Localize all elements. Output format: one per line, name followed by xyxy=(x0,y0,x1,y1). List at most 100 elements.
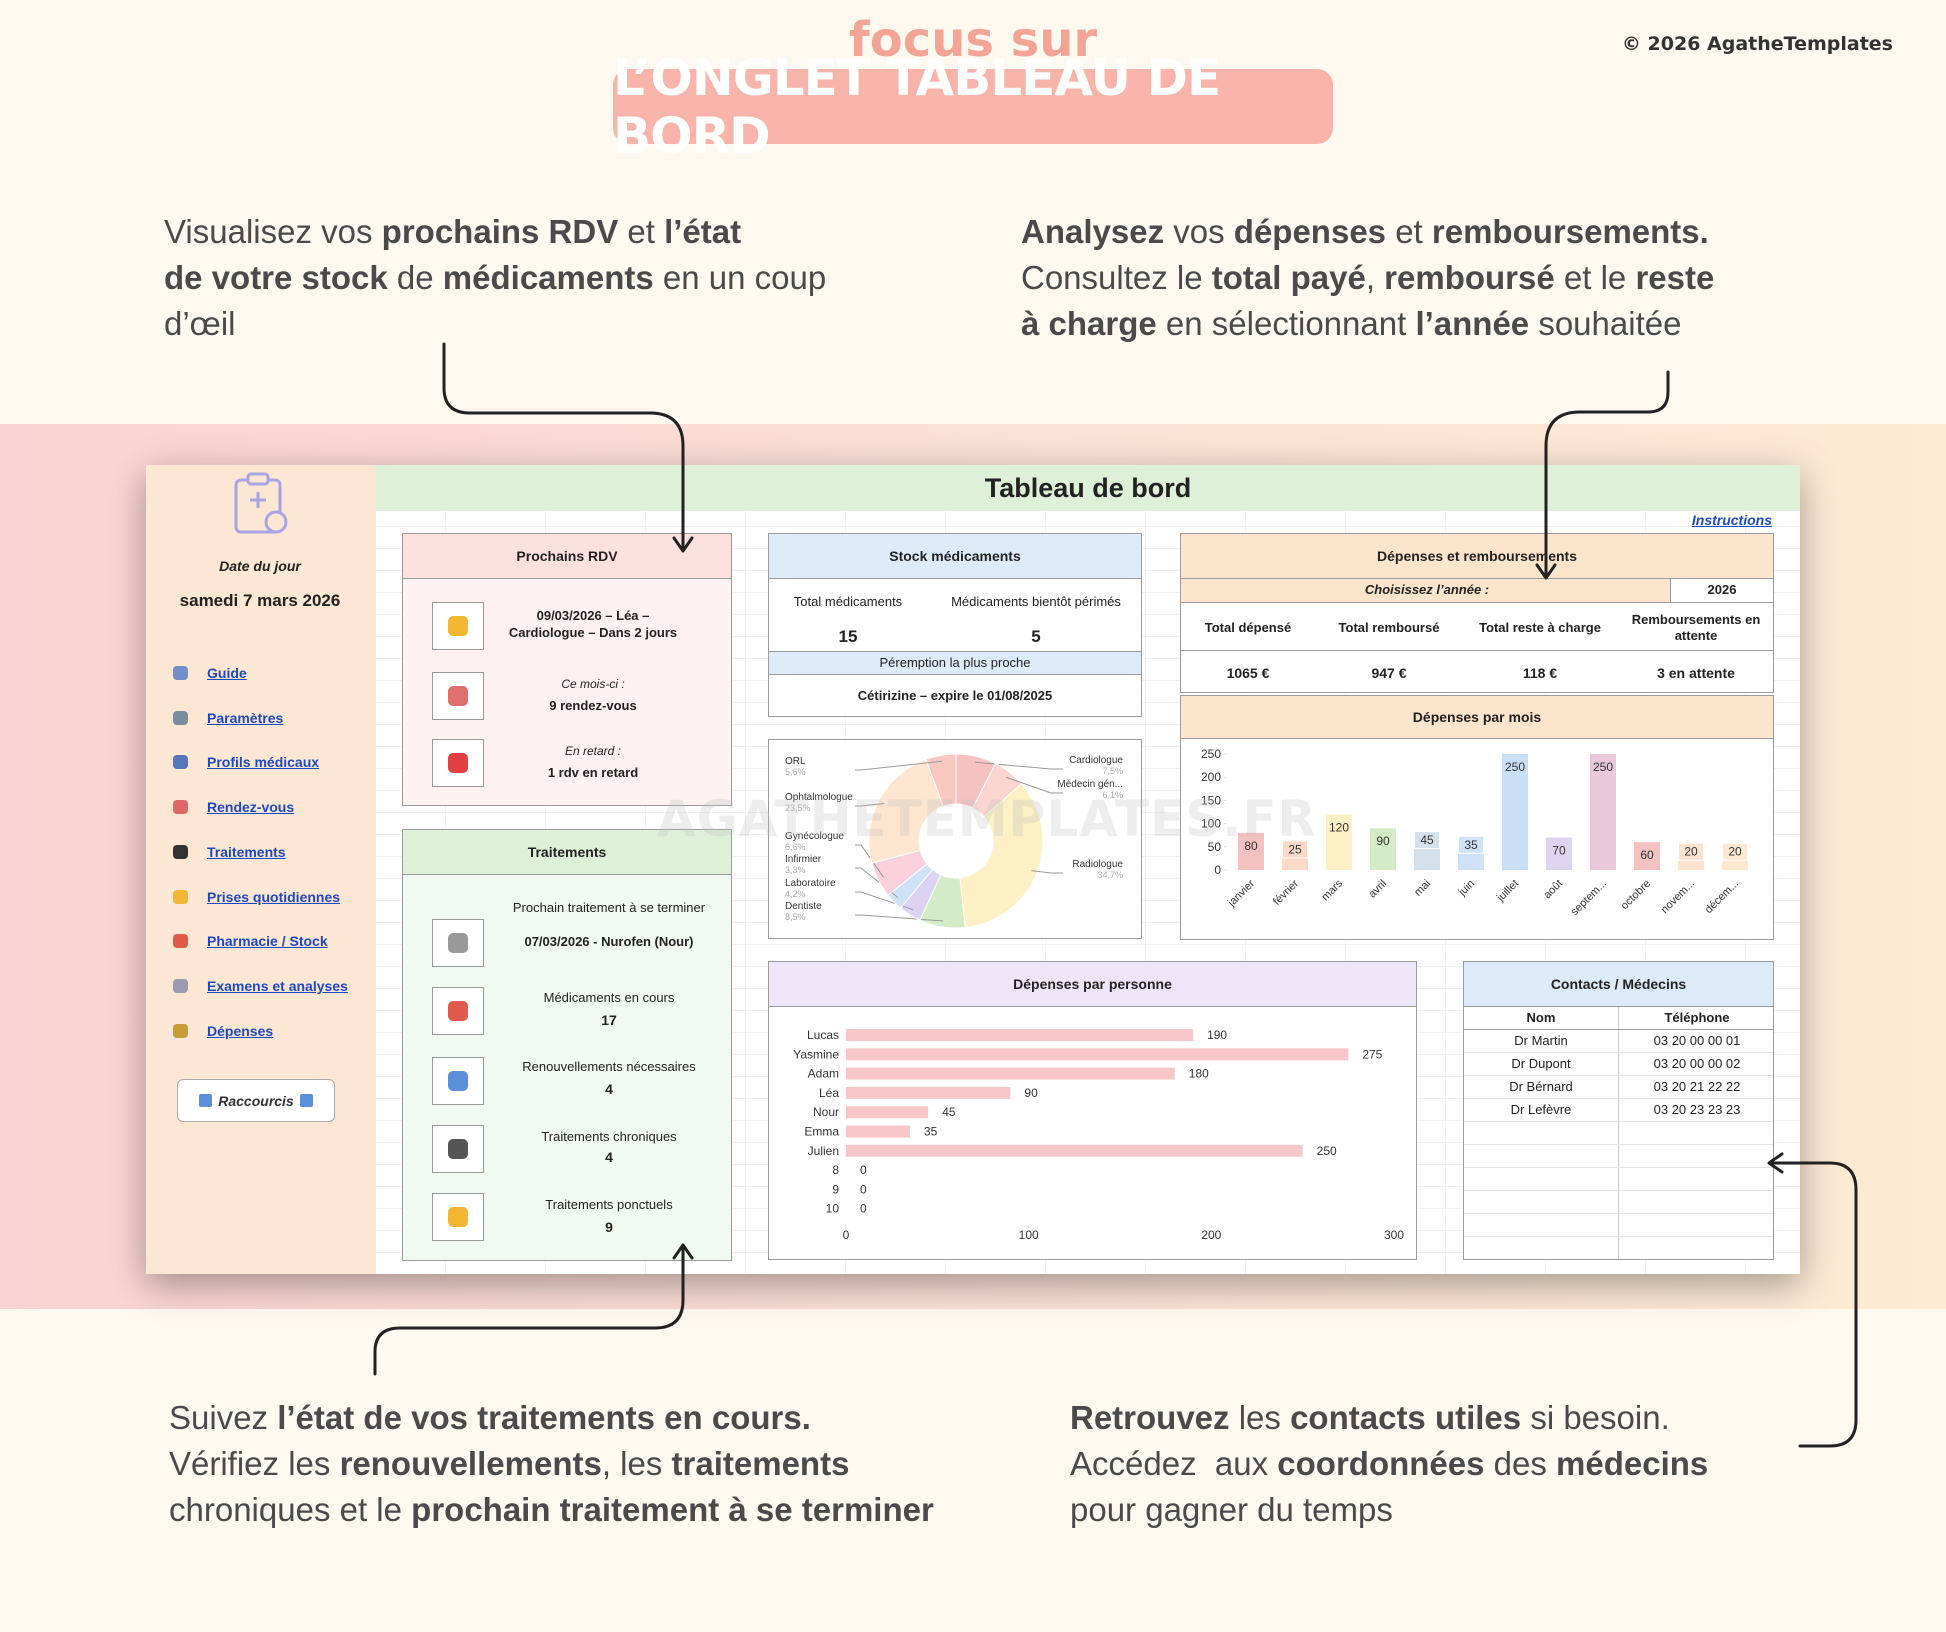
bar xyxy=(846,1144,1303,1157)
nav-link[interactable]: Dépenses xyxy=(207,1022,274,1039)
y-tick-label: Yasmine xyxy=(793,1047,839,1061)
bar xyxy=(1282,858,1308,870)
arrow-icon xyxy=(199,1094,213,1107)
treatment-stat-label: Traitements chroniques xyxy=(541,1129,677,1144)
year-select[interactable]: 2026 xyxy=(1670,579,1773,602)
nav-link[interactable]: Paramètres xyxy=(207,709,284,726)
nav-icon xyxy=(173,978,188,993)
nav-icon xyxy=(173,934,188,949)
column-header: Nom xyxy=(1526,1010,1556,1025)
row-line xyxy=(1464,1167,1773,1168)
icon-box xyxy=(432,1057,484,1105)
bar xyxy=(1722,860,1748,870)
callout-text: dépenses xyxy=(1233,213,1387,250)
watermark: AGATHETEMPLATES.FR xyxy=(657,790,1317,848)
value-label: 0 xyxy=(860,1202,867,1216)
treatments-panel-header: Traitements xyxy=(403,830,731,875)
y-tick-label: 150 xyxy=(1201,793,1221,807)
value-label: 120 xyxy=(1329,820,1349,834)
year-row: Choisissez l’année : 2026 xyxy=(1181,579,1773,603)
logo xyxy=(234,472,288,534)
value-label: 190 xyxy=(1207,1028,1227,1042)
donut-slice xyxy=(959,783,1044,929)
icon xyxy=(448,1139,468,1159)
contacts-panel-header: Contacts / Médecins xyxy=(1464,962,1773,1007)
callout-text: Analysez xyxy=(1021,213,1165,250)
callout-line: Analysez vos dépenses et remboursements. xyxy=(1021,209,1714,255)
nav-link[interactable]: Prises quotidiennes xyxy=(207,888,341,905)
contact-cell: 03 20 23 23 23 xyxy=(1653,1102,1741,1117)
shortcut-button[interactable]: Raccourcis xyxy=(177,1079,335,1122)
callout: Visualisez vos prochains RDV et l’état de… xyxy=(164,209,826,347)
value-label: 90 xyxy=(1024,1086,1038,1100)
row-line xyxy=(1464,1213,1773,1214)
icon-box xyxy=(432,987,484,1035)
callout-text: reste xyxy=(1635,259,1715,296)
callout-text: coordonnées xyxy=(1277,1445,1485,1482)
callout-text: remboursé xyxy=(1384,259,1555,296)
callout-text: chroniques et le xyxy=(169,1491,412,1528)
callout-text: total payé xyxy=(1211,259,1366,296)
appointment-label: Ce mois-ci : xyxy=(561,677,625,691)
nav-link[interactable]: Profils médicaux xyxy=(207,754,320,771)
treatment-stat-value: 4 xyxy=(605,1149,613,1165)
next-treatment-label: Prochain traitement à se terminer xyxy=(512,900,706,915)
bar xyxy=(1678,860,1704,870)
callout-text: à charge xyxy=(1021,305,1157,342)
callout: Retrouvez les contacts utiles si besoin.… xyxy=(1070,1395,1708,1533)
expiry-bar: Péremption la plus proche xyxy=(769,651,1141,675)
arrow xyxy=(442,342,685,552)
callout-text: Visualisez vos xyxy=(164,213,382,250)
arrow xyxy=(1768,1161,1858,1448)
y-tick-label: 250 xyxy=(1201,747,1221,761)
callout-text: et xyxy=(1386,213,1432,250)
value-label-bg xyxy=(1459,836,1483,853)
nav-icon xyxy=(173,800,188,815)
slice-label: ORL xyxy=(785,756,806,767)
y-tick-label: 50 xyxy=(1208,840,1222,854)
x-tick-label: 100 xyxy=(1019,1228,1039,1242)
callout-text: renouvellements xyxy=(339,1445,602,1482)
value-label-bg xyxy=(1371,833,1395,850)
callout-text: Suivez xyxy=(169,1399,278,1436)
row-line xyxy=(1464,1236,1773,1237)
donut-slice xyxy=(925,753,957,807)
icon xyxy=(448,686,468,706)
icon-box xyxy=(432,1125,484,1173)
slice-value-label: 3,3% xyxy=(785,865,806,875)
instructions-link[interactable]: Instructions xyxy=(1691,512,1772,528)
logo-clip xyxy=(246,472,270,486)
value-label: 20 xyxy=(1684,845,1698,859)
contact-cell: Dr Lefèvre xyxy=(1510,1102,1572,1117)
bar xyxy=(846,1048,1349,1061)
callout-text: l’année xyxy=(1415,305,1530,342)
nav-link[interactable]: Rendez-vous xyxy=(207,799,295,816)
contacts-panel: Contacts / Médecins Nom Téléphone Dr Martin… xyxy=(1463,961,1774,1260)
kicker: focus sur xyxy=(848,12,1098,68)
value-label: 45 xyxy=(1420,833,1434,847)
callout-line: chroniques et le prochain traitement à s… xyxy=(169,1487,934,1533)
callout-text: de votre stock xyxy=(164,259,388,296)
icon xyxy=(448,1207,468,1227)
nav-link[interactable]: Examens et analyses xyxy=(207,977,348,994)
callout-line: Accédez aux coordonnées des médecins xyxy=(1070,1441,1708,1487)
value-label: 70 xyxy=(1552,844,1566,858)
nav-link[interactable]: Pharmacie / Stock xyxy=(207,933,328,950)
row-line xyxy=(1464,1029,1773,1030)
nav-icon xyxy=(173,755,188,770)
y-tick-label: 100 xyxy=(1201,817,1221,831)
callout-text: souhaitée xyxy=(1529,305,1682,342)
callout-text: prochains RDV xyxy=(381,213,619,250)
nav-link[interactable]: Guide xyxy=(207,665,247,681)
y-tick-label: Adam xyxy=(808,1067,839,1081)
callout-text: médicaments xyxy=(442,259,654,296)
next-treatment: 07/03/2026 - Nurofen (Nour) xyxy=(524,934,694,949)
callout-text: , les xyxy=(601,1445,672,1482)
callout: Analysez vos dépenses et remboursements.… xyxy=(1021,209,1714,347)
specialties-panel: Cardiologue 7,5% Médecin gén... 6,1% Radiolo… xyxy=(768,739,1142,939)
expense-column: Total remboursé xyxy=(1338,620,1440,635)
nav-link[interactable]: Traitements xyxy=(207,843,286,860)
callout-line: d’œil xyxy=(164,301,826,347)
appointment-label: En retard : xyxy=(564,744,622,758)
person-panel: Dépenses par personne 0 100 200 300 Lucas 190 Y… xyxy=(768,961,1417,1260)
